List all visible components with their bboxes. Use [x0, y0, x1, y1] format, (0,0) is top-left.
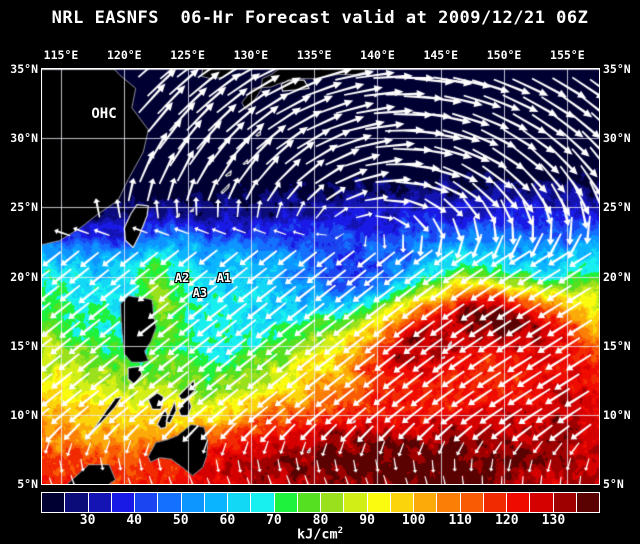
page-title: NRL EASNFS 06-Hr Forecast valid at 2009/…: [51, 8, 589, 28]
latitude-tick-right-25: 25°N: [603, 200, 631, 215]
map-plot-area[interactable]: [41, 68, 600, 485]
latitude-tick-right-35: 35°N: [603, 62, 631, 76]
site-label-a3: A3: [192, 286, 208, 301]
colorbar-tick-100: 100: [401, 513, 426, 528]
longitude-tick-155: 155°E: [550, 48, 585, 62]
colorbar-tick-60: 60: [219, 513, 236, 528]
colorbar-swatch-20[interactable]: [507, 493, 531, 512]
latitude-tick-left-20: 20°N: [10, 269, 38, 284]
colorbar-tick-120: 120: [495, 513, 519, 528]
colorbar-tick-90: 90: [359, 513, 375, 528]
colorbar-swatch-12[interactable]: [321, 493, 345, 512]
colorbar-tick-50: 50: [172, 513, 189, 528]
colorbar[interactable]: [41, 492, 600, 513]
colorbar-tick-70: 70: [266, 513, 282, 528]
colorbar-swatch-6[interactable]: [181, 493, 205, 512]
colorbar-tick-110: 110: [448, 513, 472, 528]
colorbar-tick-80: 80: [312, 513, 329, 528]
colorbar-swatch-17[interactable]: [437, 493, 461, 512]
longitude-tick-115: 115°E: [43, 48, 79, 62]
colorbar-swatch-0[interactable]: [42, 493, 66, 512]
longitude-tick-125: 125°E: [170, 48, 205, 62]
longitude-tick-120: 120°E: [106, 48, 142, 62]
colorbar-tick-40: 40: [126, 513, 142, 528]
colorbar-swatch-1[interactable]: [65, 493, 89, 512]
colorbar-swatch-10[interactable]: [274, 493, 298, 512]
latitude-tick-right-20: 20°N: [603, 269, 631, 284]
latitude-tick-left-35: 35°N: [10, 62, 38, 76]
colorbar-units-exponent: 2: [337, 526, 344, 536]
colorbar-swatch-15[interactable]: [390, 493, 414, 512]
latitude-tick-left-15: 15°N: [10, 338, 38, 353]
colorbar-swatch-7[interactable]: [204, 493, 228, 512]
site-label-a1: A1: [216, 270, 232, 285]
colorbar-swatch-22[interactable]: [553, 493, 577, 512]
colorbar-swatch-13[interactable]: [344, 493, 368, 512]
longitude-tick-140: 140°E: [360, 48, 395, 62]
colorbar-swatch-3[interactable]: [111, 493, 135, 512]
latitude-tick-left-10: 10°N: [10, 407, 38, 422]
colorbar-tick-labels: 30 40 50 60 70 80 90 100 110 120 130: [41, 513, 600, 529]
colorbar-swatch-8[interactable]: [228, 493, 252, 512]
latitude-tick-right-30: 30°N: [603, 131, 631, 146]
latitude-tick-left-30: 30°N: [10, 131, 38, 146]
colorbar-swatch-2[interactable]: [88, 493, 112, 512]
ohc-label: OHC: [91, 106, 117, 123]
site-label-a2: A2: [174, 270, 190, 285]
latitude-tick-left-25: 25°N: [10, 200, 38, 215]
colorbar-tick-30: 30: [79, 513, 96, 528]
colorbar-swatch-9[interactable]: [251, 493, 275, 512]
colorbar-swatch-11[interactable]: [297, 493, 321, 512]
colorbar-swatch-21[interactable]: [530, 493, 554, 512]
colorbar-units-label: kJ/cm2: [0, 526, 640, 543]
longitude-tick-150: 150°E: [486, 48, 522, 62]
colorbar-swatch-19[interactable]: [483, 493, 507, 512]
latitude-tick-right-15: 15°N: [603, 338, 631, 353]
latitude-tick-right-10: 10°N: [603, 407, 631, 422]
longitude-tick-145: 145°E: [423, 48, 459, 62]
colorbar-swatch-4[interactable]: [135, 493, 159, 512]
colorbar-swatch-5[interactable]: [158, 493, 182, 512]
colorbar-tick-130: 130: [541, 513, 566, 528]
colorbar-swatch-16[interactable]: [414, 493, 438, 512]
colorbar-units-text: kJ/cm: [296, 526, 338, 543]
longitude-tick-130: 130°E: [233, 48, 269, 62]
colorbar-swatch-14[interactable]: [367, 493, 391, 512]
colorbar-swatch-23[interactable]: [576, 493, 599, 512]
colorbar-swatch-18[interactable]: [460, 493, 484, 512]
longitude-tick-135: 135°E: [296, 48, 332, 62]
latitude-tick-left-5: 5°N: [17, 477, 38, 491]
wind-vector-layer: [42, 69, 599, 484]
latitude-tick-right-5: 5°N: [603, 477, 624, 491]
